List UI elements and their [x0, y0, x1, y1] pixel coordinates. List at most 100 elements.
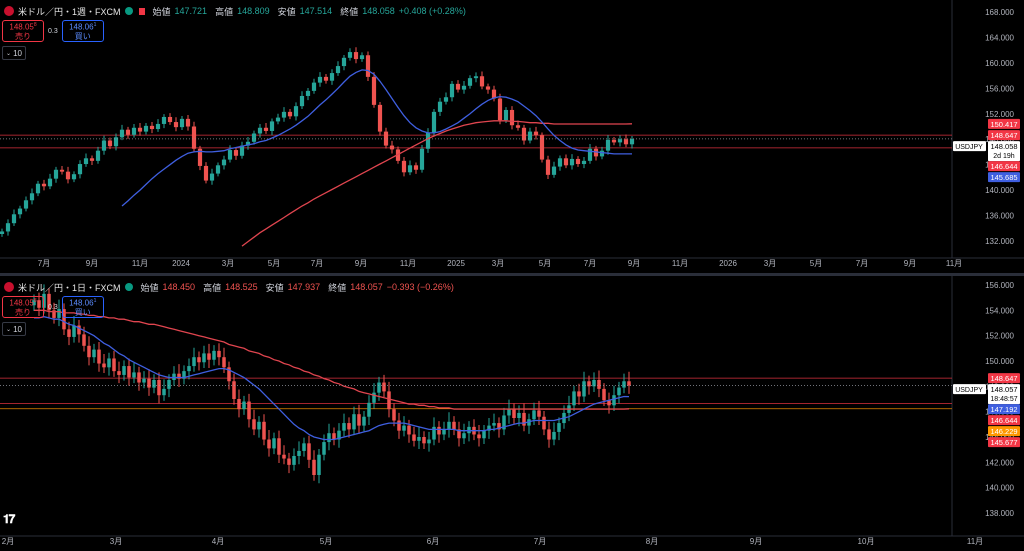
candle-body	[95, 150, 101, 161]
symbol-title[interactable]: 米ドル／円・1週・FXCM	[18, 6, 121, 17]
price-tag-value: 150.417	[990, 120, 1017, 129]
candle-body	[517, 412, 521, 418]
candle-body	[532, 410, 536, 420]
candle-body	[617, 387, 621, 396]
candle-body	[275, 117, 281, 122]
candle-body	[299, 95, 305, 107]
candle-body	[62, 309, 66, 330]
x-tick-label: 7月	[534, 537, 546, 546]
candle-body	[402, 425, 406, 431]
x-tick-label: 2025	[447, 259, 465, 268]
candle-body	[502, 415, 506, 430]
candle-body	[302, 443, 306, 451]
price-tag-value: 146.644	[990, 416, 1017, 425]
ma-slow-line	[241, 120, 633, 247]
indicator-length-toggle[interactable]: ⌄ 10	[2, 46, 26, 60]
candle-body	[305, 90, 311, 96]
candle-body	[237, 399, 241, 410]
x-tick-label: 10月	[858, 537, 875, 546]
candle-body	[0, 231, 5, 235]
weekly-chart-plot[interactable]: 168.000 164.000 160.000 156.000 152.000 148.0…	[0, 0, 1024, 273]
candle-body	[449, 83, 455, 98]
sell-button[interactable]: 148.058 売り	[2, 20, 44, 42]
candle-body	[417, 437, 421, 441]
x-tick-label: 9月	[750, 537, 762, 546]
candle-body	[77, 164, 83, 175]
x-tick-label: 2026	[719, 259, 737, 268]
indicator-length-toggle[interactable]: ⌄ 10	[2, 322, 26, 336]
x-tick-label: 9月	[355, 259, 367, 268]
y-tick-label: 160.000	[985, 59, 1014, 68]
candle-body	[167, 116, 173, 123]
daily-chart-plot[interactable]: 156.000154.000152.000150.000148.000146.0…	[0, 276, 1024, 551]
pane-divider[interactable]	[0, 273, 1024, 276]
x-tick-label: 9月	[904, 259, 916, 268]
candle-body	[629, 138, 635, 145]
candle-body	[607, 400, 611, 406]
candle-body	[487, 425, 491, 431]
candle-body	[233, 150, 239, 156]
price-level-tag	[988, 415, 1020, 426]
change-value: −0.393 (−0.26%)	[386, 282, 454, 292]
buy-label: 買い	[74, 31, 91, 41]
candle-body	[187, 366, 191, 372]
candle-body	[407, 425, 411, 435]
sell-button[interactable]: 148.058 売り	[2, 296, 44, 318]
x-tick-label: 3月	[222, 259, 234, 268]
candle-body	[41, 183, 47, 187]
candle-body	[457, 429, 461, 439]
buy-button[interactable]: 148.061 買い	[61, 296, 104, 318]
price-level-tag	[988, 373, 1020, 384]
candle-body	[267, 439, 271, 449]
candle-body	[215, 165, 221, 174]
indicator-length: 10	[13, 48, 22, 58]
candle-body	[221, 159, 227, 166]
candle-body	[232, 381, 236, 399]
candle-body	[179, 118, 185, 128]
buy-button[interactable]: 148.061 買い	[61, 20, 104, 42]
candle-body	[491, 89, 497, 99]
candle-body	[551, 166, 557, 175]
candle-body	[437, 101, 443, 112]
candle-body	[397, 420, 401, 431]
high-value: 148.525	[225, 282, 258, 292]
symbol-title[interactable]: 米ドル／円・1日・FXCM	[18, 282, 121, 293]
price-tag-value: 146.644	[990, 162, 1017, 171]
candle-body	[515, 125, 521, 128]
usdjpy-flag-icon	[4, 282, 14, 292]
candle-body	[412, 434, 416, 441]
x-tick-label: 11月	[946, 259, 962, 268]
candle-body	[467, 426, 471, 434]
candle-body	[342, 423, 346, 431]
candle-body	[557, 423, 561, 432]
candle-body	[427, 439, 431, 444]
candle-body	[401, 160, 407, 173]
candle-body	[479, 76, 485, 87]
flag-icon[interactable]	[138, 7, 145, 15]
x-tick-label: 9月	[86, 259, 98, 268]
candle-body	[413, 165, 419, 170]
price-level-tag	[988, 437, 1020, 448]
candle-body	[533, 131, 539, 136]
candle-body	[32, 300, 36, 306]
price-tag-value: 147.192	[990, 405, 1017, 414]
x-tick-label: 11月	[672, 259, 688, 268]
weekly-chart-pane[interactable]: 168.000 164.000 160.000 156.000 152.000 148.0…	[0, 0, 1024, 273]
price-level-tag	[988, 130, 1020, 141]
x-tick-label: 7月	[311, 259, 323, 268]
price-tag-countdown: 2d 19h	[993, 153, 1015, 160]
x-tick-label: 2月	[2, 537, 14, 546]
tradingview-logo-icon[interactable]: 𝟏𝟕	[3, 512, 15, 526]
y-tick-label: 132.000	[985, 237, 1014, 246]
candle-body	[173, 122, 179, 128]
trade-buttons: 148.058 売り 0.3 148.061 買い	[2, 296, 104, 318]
candle-body	[97, 349, 101, 364]
candle-body	[611, 139, 617, 143]
open-value: 148.450	[162, 282, 196, 292]
daily-chart-pane[interactable]: 156.000154.000152.000150.000148.000146.0…	[0, 276, 1024, 551]
candle-body	[371, 76, 377, 105]
candle-body	[362, 416, 366, 426]
candle-body	[155, 123, 161, 130]
candle-body	[461, 85, 467, 90]
x-tick-label: 5月	[268, 259, 280, 268]
